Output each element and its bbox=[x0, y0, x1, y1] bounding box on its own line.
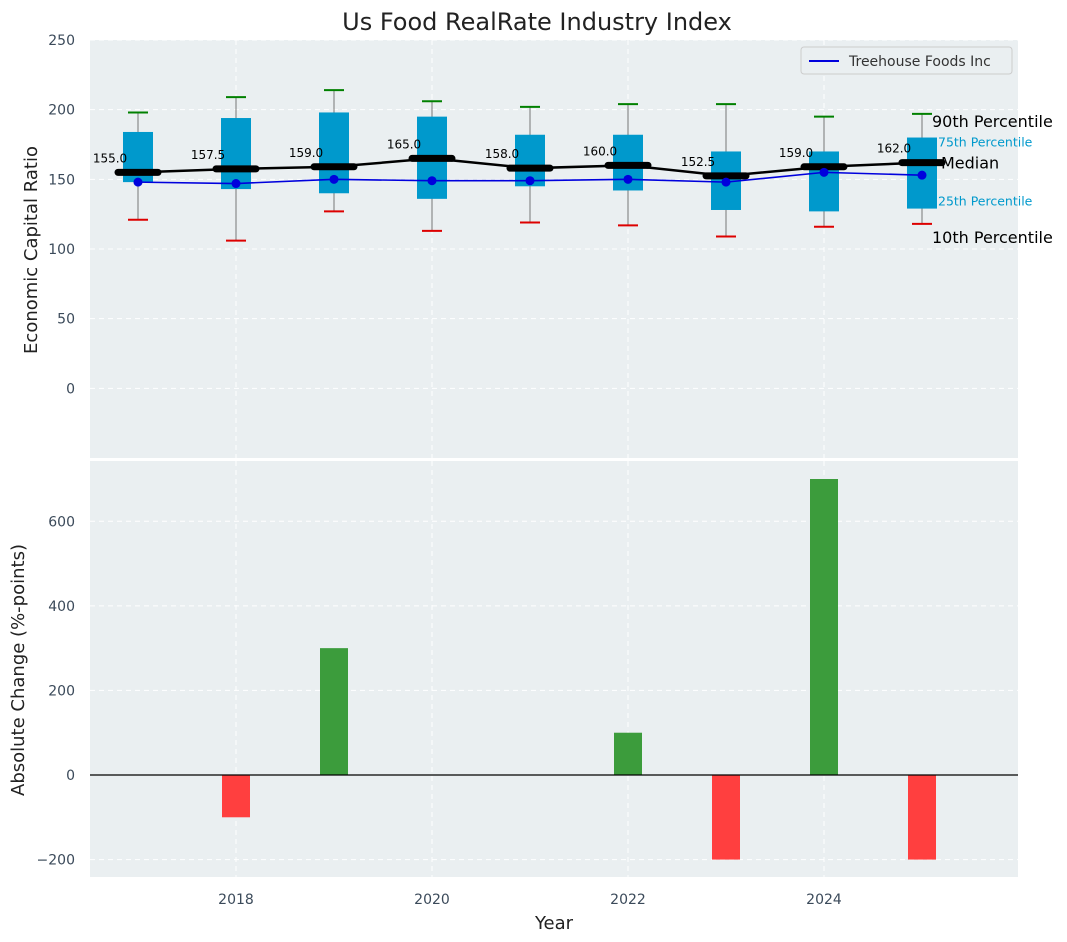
top-y-tick-label: 0 bbox=[66, 381, 75, 397]
x-axis-label: Year bbox=[534, 913, 574, 934]
p90-annotation: 90th Percentile bbox=[932, 112, 1053, 131]
median-value-label: 165.0 bbox=[387, 137, 421, 151]
median-value-label: 157.5 bbox=[191, 148, 225, 162]
top-y-tick-label: 200 bbox=[48, 103, 75, 119]
company-point bbox=[329, 174, 339, 184]
x-tick-label: 2020 bbox=[414, 892, 450, 908]
company-point bbox=[133, 177, 143, 187]
company-point bbox=[525, 176, 535, 186]
top-y-tick-label: 150 bbox=[48, 172, 75, 188]
legend: Treehouse Foods Inc bbox=[800, 46, 1013, 75]
median-annotation: Median bbox=[941, 154, 999, 173]
change-bar bbox=[810, 479, 838, 775]
p25-annotation: 25th Percentile bbox=[938, 194, 1033, 209]
median-value-label: 160.0 bbox=[583, 144, 617, 158]
x-tick-label: 2022 bbox=[610, 892, 646, 908]
median-value-label: 152.5 bbox=[681, 155, 715, 169]
legend-box bbox=[800, 46, 1013, 75]
chart-title: Us Food RealRate Industry Index bbox=[342, 8, 732, 36]
x-tick-label: 2018 bbox=[218, 892, 254, 908]
change-bar bbox=[222, 775, 250, 818]
top-y-tick-label: 100 bbox=[48, 242, 75, 258]
company-point bbox=[623, 174, 633, 184]
p10-annotation: 10th Percentile bbox=[932, 228, 1053, 247]
top-y-axis-label: Economic Capital Ratio bbox=[21, 146, 42, 354]
top-panel: 0 50 100 150 200 250 155.0 157.5 159.0 165.0 158.… bbox=[21, 33, 1053, 458]
median-value-label: 155.0 bbox=[93, 151, 127, 165]
bottom-y-tick-label: 400 bbox=[48, 599, 75, 615]
bottom-panel: −200 0 200 400 600 2018 2020 2022 2024 Absolute… bbox=[8, 461, 1018, 934]
change-bar bbox=[320, 648, 348, 775]
bottom-y-tick-label: 600 bbox=[48, 514, 75, 530]
legend-entry-treehouse: Treehouse Foods Inc bbox=[848, 54, 991, 70]
bottom-y-tick-label: 200 bbox=[48, 683, 75, 699]
top-y-tick-label: 50 bbox=[57, 312, 75, 328]
company-point bbox=[917, 170, 927, 180]
bottom-y-tick-label: −200 bbox=[37, 853, 75, 869]
change-bar bbox=[908, 775, 936, 860]
change-bar bbox=[614, 732, 642, 775]
box-iqr bbox=[809, 151, 839, 212]
x-tick-label: 2024 bbox=[806, 892, 842, 908]
median-value-label: 158.0 bbox=[485, 147, 519, 161]
p75-annotation: 75th Percentile bbox=[938, 135, 1033, 150]
company-point bbox=[231, 179, 241, 189]
top-y-tick-label: 250 bbox=[48, 33, 75, 49]
median-value-label: 159.0 bbox=[289, 146, 323, 160]
bottom-y-axis-label: Absolute Change (%-points) bbox=[8, 544, 29, 796]
box-iqr bbox=[221, 118, 251, 190]
median-value-label: 159.0 bbox=[779, 146, 813, 160]
company-point bbox=[819, 167, 829, 177]
change-bar bbox=[712, 775, 740, 860]
company-point bbox=[721, 177, 731, 187]
bottom-y-tick-label: 0 bbox=[66, 768, 75, 784]
median-value-label: 162.0 bbox=[877, 142, 911, 156]
company-point bbox=[427, 176, 437, 186]
